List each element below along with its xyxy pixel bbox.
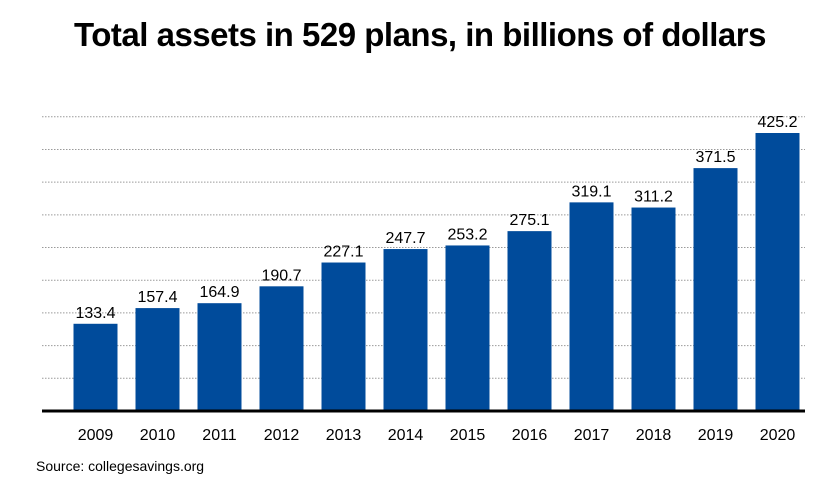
value-label-2019: 371.5 <box>695 149 735 166</box>
bars <box>73 133 800 411</box>
value-label-2015: 253.2 <box>447 226 487 243</box>
source-note: Source: collegesavings.org <box>36 458 205 474</box>
x-tick-labels: 2009 2010 2011 2012 2013 2014 2015 2016 2017 2018… <box>78 427 796 444</box>
bar-2011 <box>197 303 242 411</box>
bar-2013 <box>321 262 366 411</box>
value-label-2012: 190.7 <box>261 267 301 284</box>
bar-2012 <box>259 286 304 411</box>
bar-2019 <box>693 168 738 411</box>
bar-2016 <box>507 231 552 411</box>
x-tick-2020: 2020 <box>760 427 796 444</box>
value-label-2018: 311.2 <box>634 189 673 206</box>
value-label-2014: 247.7 <box>385 230 425 247</box>
x-tick-2014: 2014 <box>388 427 424 444</box>
value-label-2017: 319.1 <box>571 183 611 200</box>
value-label-2011: 164.9 <box>199 284 239 301</box>
value-label-2009: 133.4 <box>75 305 115 322</box>
bar-2018 <box>631 207 676 411</box>
chart-title: Total assets in 529 plans, in billions o… <box>74 16 766 53</box>
bar-2015 <box>445 245 490 411</box>
bar-2020 <box>755 133 800 411</box>
value-label-2013: 227.1 <box>323 244 363 261</box>
bar-2010 <box>135 308 180 411</box>
x-tick-2016: 2016 <box>512 427 548 444</box>
x-tick-2011: 2011 <box>202 427 237 444</box>
x-tick-2018: 2018 <box>636 427 672 444</box>
value-label-2020: 425.2 <box>757 114 797 131</box>
x-tick-2012: 2012 <box>264 427 300 444</box>
x-tick-2017: 2017 <box>574 427 610 444</box>
x-tick-2013: 2013 <box>326 427 362 444</box>
bar-2014 <box>383 249 428 411</box>
x-tick-2015: 2015 <box>450 427 486 444</box>
bar-2009 <box>73 323 118 411</box>
bar-2017 <box>569 202 614 411</box>
value-labels: 133.4 157.4 164.9 190.7 227.1 247.7 253.2 275.1… <box>75 114 797 322</box>
x-tick-2019: 2019 <box>698 427 734 444</box>
x-tick-2009: 2009 <box>78 427 114 444</box>
value-label-2016: 275.1 <box>509 212 549 229</box>
value-label-2010: 157.4 <box>137 289 177 306</box>
x-tick-2010: 2010 <box>140 427 176 444</box>
